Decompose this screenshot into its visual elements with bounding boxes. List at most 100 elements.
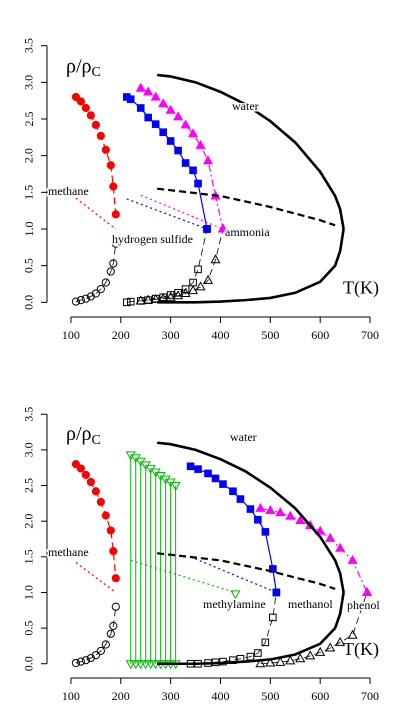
point (272, 588, 281, 597)
point (111, 574, 120, 583)
point (246, 505, 255, 513)
x-tick-label: 200 (112, 689, 130, 703)
point (101, 145, 110, 154)
series-label: methanol (288, 597, 333, 611)
series-label: water (232, 99, 259, 113)
y-tick-label: 1.0 (22, 585, 36, 600)
point (76, 296, 85, 305)
point (150, 293, 161, 303)
point (335, 636, 346, 646)
series-label: methane (48, 184, 89, 198)
y-axis-label-subscript: C (92, 65, 101, 80)
liquid-line (260, 507, 368, 593)
point (325, 532, 336, 542)
y-tick-label: 0.0 (22, 656, 36, 671)
point (130, 660, 141, 670)
x-tick-label: 500 (261, 689, 279, 703)
x-tick-label: 600 (311, 328, 329, 342)
point (96, 131, 105, 140)
point (295, 653, 306, 663)
point (210, 254, 221, 264)
x-axis-label: T(K) (343, 639, 379, 660)
point (181, 285, 190, 293)
y-tick-label: 0.5 (22, 258, 36, 273)
y-tick-label: 2.5 (22, 112, 36, 127)
y-tick-label: 3.0 (22, 442, 36, 457)
point (194, 465, 202, 473)
point (202, 155, 214, 165)
point (106, 161, 115, 170)
point (111, 239, 120, 248)
x-tick-label: 200 (112, 328, 130, 342)
point (143, 86, 154, 96)
rectilinear-diameter (157, 187, 336, 227)
point (150, 91, 161, 101)
point (255, 502, 266, 512)
point (180, 119, 191, 129)
y-tick-label: 3.5 (22, 407, 36, 422)
point (165, 104, 176, 114)
point (261, 638, 270, 647)
x-tick-label: 100 (62, 689, 80, 703)
point (109, 259, 118, 268)
vapor-line (75, 606, 117, 664)
point (347, 629, 358, 639)
x-tick-label: 300 (162, 328, 180, 342)
point (96, 646, 105, 656)
y-axis-label: ρ/ρ (66, 55, 92, 77)
rectilinear-diameter (75, 562, 117, 593)
y-axis-label-subscript: C (92, 433, 101, 448)
point (217, 223, 229, 233)
point (188, 285, 199, 295)
series-label: methane (48, 545, 89, 559)
x-tick-label: 400 (211, 689, 229, 703)
point (101, 278, 110, 287)
liquid-line (75, 96, 117, 215)
x-tick-label: 100 (62, 328, 80, 342)
point (111, 210, 120, 219)
x-tick-label: 500 (261, 328, 279, 342)
y-tick-label: 2.0 (22, 514, 36, 529)
y-tick-label: 1.5 (22, 185, 36, 200)
point (265, 657, 276, 667)
point (86, 653, 95, 663)
point (295, 514, 306, 524)
point (275, 507, 286, 517)
point (229, 487, 237, 496)
point (125, 660, 136, 670)
point (101, 511, 110, 520)
point (269, 613, 277, 622)
point (285, 655, 296, 665)
point (203, 225, 211, 233)
point (255, 658, 266, 668)
point (109, 547, 118, 556)
point (275, 656, 286, 666)
point (194, 265, 202, 274)
y-tick-label: 0.5 (22, 621, 36, 636)
point (195, 139, 206, 149)
series-label: hydrogen sulfide (112, 232, 193, 246)
point (136, 104, 145, 112)
point (91, 289, 100, 298)
point (315, 646, 326, 656)
y-tick-label: 0.0 (22, 295, 36, 310)
point (135, 82, 146, 92)
liquid-line (140, 87, 224, 230)
series-label: methylamine (203, 597, 266, 611)
point (195, 281, 206, 291)
point (91, 651, 100, 660)
liquid-line (126, 96, 208, 230)
y-tick-label: 2.0 (22, 148, 36, 163)
vapor-line (126, 228, 208, 303)
point (71, 658, 81, 668)
point (109, 621, 118, 631)
point (145, 660, 156, 670)
point (81, 103, 90, 113)
point (81, 294, 90, 303)
point (96, 285, 105, 294)
point (186, 462, 195, 471)
liquid-line (157, 441, 345, 593)
point (236, 495, 245, 503)
x-tick-label: 600 (311, 689, 329, 703)
point (106, 267, 115, 276)
